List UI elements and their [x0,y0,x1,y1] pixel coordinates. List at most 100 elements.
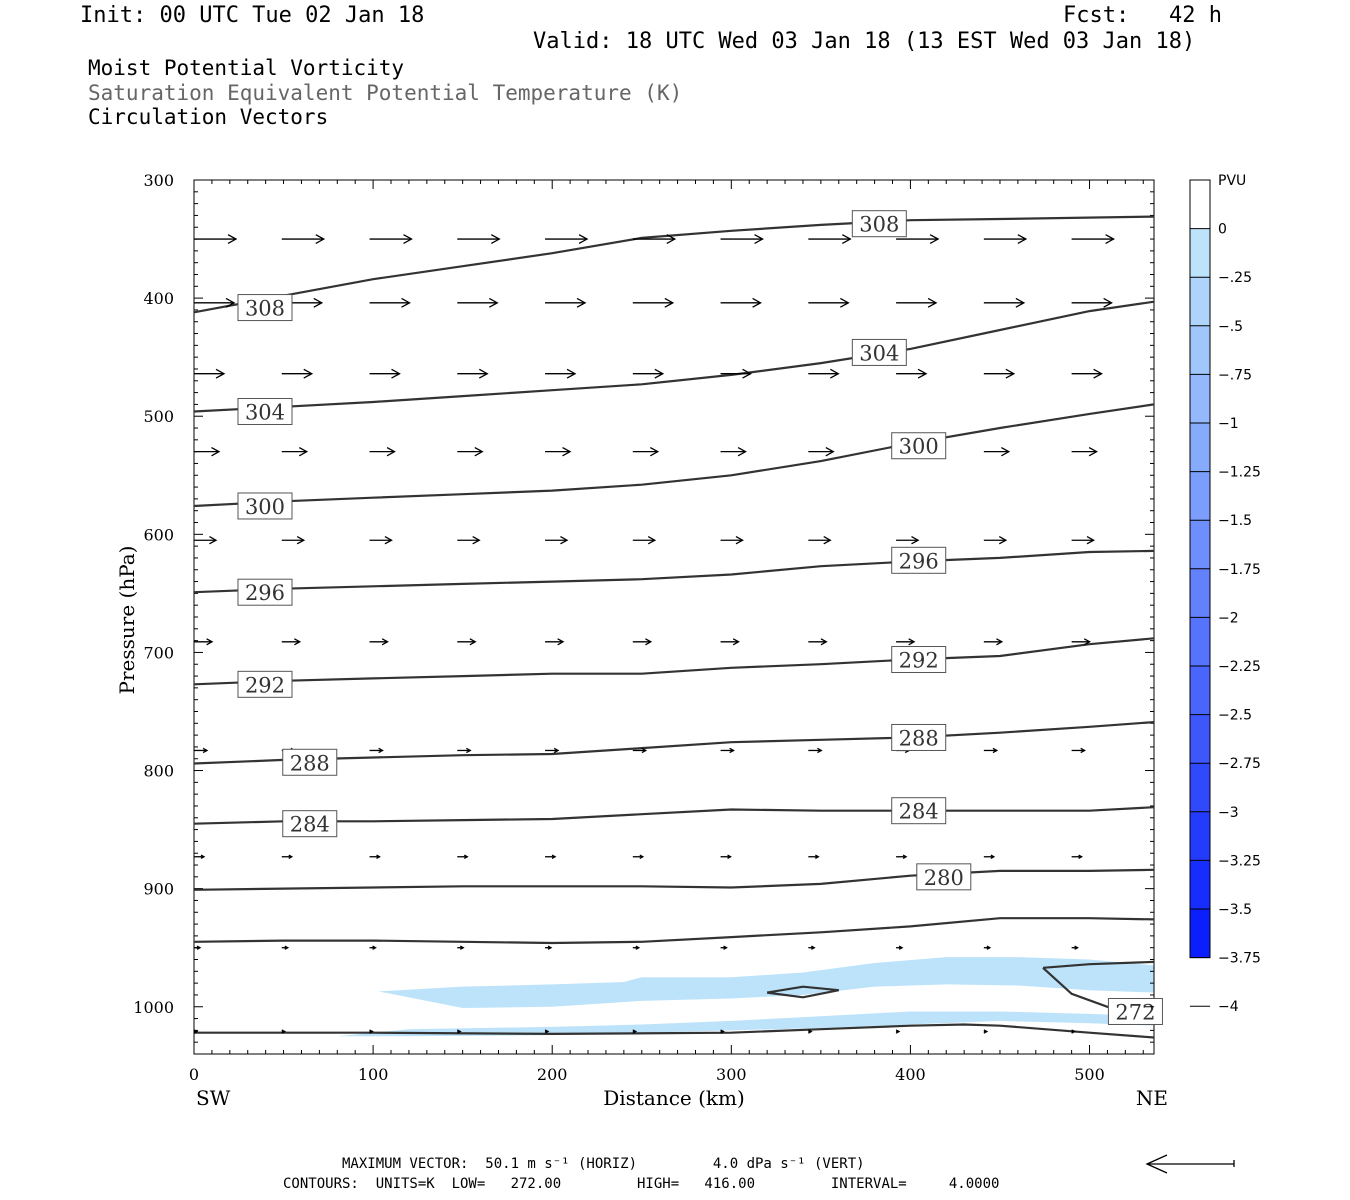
vector-head [1001,446,1011,457]
colorbar-tick-label: 0 [1218,222,1227,238]
vector-head [378,747,384,754]
vector-head [808,1029,813,1034]
vector-head [215,368,226,379]
vector-head [459,945,465,950]
contour-label-296: 296 [245,581,285,605]
vector-head [490,234,501,245]
colorbar-tick-label: −2.5 [1218,708,1252,724]
vector-head [376,854,381,859]
vector-head [842,234,852,245]
vector-head [384,536,393,545]
vector-head [202,747,209,754]
max-vector-note: MAXIMUM VECTOR: 50.1 m s⁻¹ (HORIZ) 4.0 d… [342,1156,865,1172]
vector-head [917,368,928,379]
colorbar-band-5 [1190,423,1210,472]
x-tick-label: 200 [537,1065,568,1084]
vector-head [472,536,481,545]
vector-head [1005,368,1016,379]
contour-info-note: CONTOURS: UNITS=K LOW= 272.00 HIGH= 416.… [283,1176,1000,1192]
vector-head [196,945,202,950]
vector-head [281,1029,287,1034]
colorbar-band-13 [1190,811,1210,861]
contour-label-308: 308 [245,297,285,321]
contour-label-box [891,646,947,674]
colorbar-unit: PVU [1218,173,1246,189]
endpoint-sw-label: SW [196,1086,231,1110]
vector-head [720,1029,725,1034]
vector-head [211,446,221,457]
contour-296 [193,549,1155,594]
vector-head [895,1029,901,1034]
colorbar-tick-label: −4 [1218,999,1239,1015]
contour-label-box [237,397,293,425]
contour-label-284: 284 [899,800,939,824]
y-tick-label: 700 [143,643,174,662]
contour-label-272: 272 [1115,1000,1155,1024]
vector-head [1093,368,1103,379]
vector-head [1015,297,1026,308]
title-mpv: Moist Potential Vorticity [88,56,405,80]
vector-head [737,446,747,457]
contour-label-304: 304 [245,400,285,424]
colorbar-tick-label: −3.75 [1218,951,1261,967]
vector-head [553,747,560,754]
vector-head [840,297,850,308]
vector-head [478,368,489,379]
x-tick-label: 400 [895,1065,926,1084]
colorbar-band-9 [1190,617,1210,666]
vector-head [206,638,214,646]
x-tick-label: 0 [189,1065,199,1084]
contour-label-box [1107,997,1163,1025]
reference-vector [1145,1154,1235,1174]
vector-head [1083,638,1091,646]
colorbar-band-6 [1190,471,1210,521]
vector-head [820,638,828,646]
y-axis-title: Pressure (hPa) [115,546,139,695]
circulation-vectors [193,234,1115,1034]
vector-head [566,368,577,379]
contour-284 [193,806,1155,825]
contour-292 [193,637,1155,686]
vector-head [576,297,587,308]
vector-head [296,536,306,545]
colorbar-tick-label: −3.5 [1218,902,1252,918]
y-tick-label: 1000 [133,998,174,1017]
vector-head [635,945,641,950]
contour-label-box [282,810,338,838]
colorbar-tick-label: −1.5 [1218,513,1252,529]
vector-head [303,368,314,379]
vector-head [735,536,744,545]
vector-head [313,297,324,308]
vector-head [209,536,218,545]
colorbar-band-12 [1190,763,1210,812]
vector-head [1074,945,1079,950]
contour-label-box [851,338,907,366]
colorbar-band-2 [1190,277,1210,326]
vector-head [647,536,657,545]
contour-label-box [282,748,338,776]
mpv-shade-region-0 [378,957,1154,1008]
contour-272 [1042,960,1155,969]
vector-head [898,945,904,950]
plot-frame [193,179,1155,1055]
vector-head [815,854,820,859]
colorbar-band-14 [1190,860,1210,909]
colorbar-band-8 [1190,568,1210,618]
contour-label-288: 288 [290,751,330,775]
contour-280 [193,868,1155,891]
vector-head [1078,854,1083,859]
vector-head [193,1029,199,1034]
vector-head [1017,234,1028,245]
axes: 300 400 500 600 700 800 900 1000 0 100 200 300 400 50… [115,171,1168,1110]
vector-head [551,854,557,859]
init-time: Init: 00 UTC Tue 02 Jan 18 [80,3,425,28]
vector-head [560,536,569,545]
vector-head [929,234,940,245]
vector-head [727,854,732,859]
y-tick-label: 800 [143,762,174,781]
x-tick-label: 300 [716,1065,747,1084]
vector-head [983,1029,989,1034]
contour-label-304: 304 [859,341,899,365]
vector-head [288,854,294,859]
plot-border [193,179,1155,1055]
